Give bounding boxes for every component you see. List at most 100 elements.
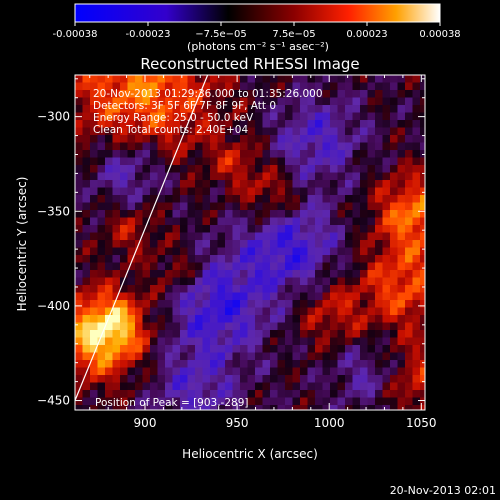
heatmap-cell bbox=[375, 82, 384, 91]
heatmap-cell bbox=[202, 375, 211, 384]
heatmap-cell bbox=[157, 240, 166, 249]
heatmap-cell bbox=[352, 217, 361, 226]
heatmap-cell bbox=[75, 270, 84, 279]
heatmap-cell bbox=[420, 262, 425, 271]
heatmap-cell bbox=[180, 225, 189, 234]
heatmap-cell bbox=[120, 330, 129, 339]
heatmap-cell bbox=[195, 262, 204, 271]
heatmap-cell bbox=[240, 202, 249, 211]
heatmap-cell bbox=[397, 345, 406, 354]
heatmap-cell bbox=[390, 397, 399, 406]
heatmap-cell bbox=[180, 135, 189, 144]
heatmap-cell bbox=[187, 187, 196, 196]
heatmap-cell bbox=[352, 225, 361, 234]
heatmap-cell bbox=[232, 322, 241, 331]
heatmap-cell bbox=[97, 405, 106, 410]
heatmap-cell bbox=[352, 345, 361, 354]
heatmap-cell bbox=[202, 352, 211, 361]
heatmap-cell bbox=[315, 150, 324, 159]
heatmap-cell bbox=[367, 382, 376, 391]
heatmap-cell bbox=[375, 277, 384, 286]
heatmap-cell bbox=[405, 180, 414, 189]
heatmap-cell bbox=[180, 382, 189, 391]
heatmap-cell bbox=[202, 270, 211, 279]
info-line: Energy Range: 25.0 - 50.0 keV bbox=[93, 112, 254, 124]
heatmap-cell bbox=[127, 292, 136, 301]
heatmap-cell bbox=[270, 217, 279, 226]
heatmap-cell bbox=[382, 180, 391, 189]
heatmap-cell bbox=[390, 120, 399, 129]
heatmap-cell bbox=[397, 300, 406, 309]
heatmap-cell bbox=[187, 330, 196, 339]
heatmap-cell bbox=[90, 112, 99, 121]
heatmap-cell bbox=[187, 232, 196, 241]
heatmap-cell bbox=[315, 352, 324, 361]
heatmap-cell bbox=[82, 202, 91, 211]
heatmap-cell bbox=[300, 337, 309, 346]
heatmap-cell bbox=[247, 270, 256, 279]
heatmap-cell bbox=[225, 82, 234, 91]
heatmap-cell bbox=[382, 165, 391, 174]
heatmap-cell bbox=[345, 97, 354, 106]
heatmap-cell bbox=[360, 285, 369, 294]
heatmap-cell bbox=[412, 127, 421, 136]
heatmap-cell bbox=[150, 105, 159, 114]
heatmap-cell bbox=[240, 337, 249, 346]
heatmap-cell bbox=[135, 217, 144, 226]
heatmap-cell bbox=[187, 345, 196, 354]
heatmap-cell bbox=[412, 112, 421, 121]
heatmap-cell bbox=[232, 330, 241, 339]
heatmap-cell bbox=[240, 382, 249, 391]
heatmap-cell bbox=[202, 255, 211, 264]
heatmap-cell bbox=[217, 240, 226, 249]
heatmap-cell bbox=[330, 292, 339, 301]
heatmap-cell bbox=[232, 382, 241, 391]
heatmap-cell bbox=[225, 187, 234, 196]
colorbar-tick-label: -0.00023 bbox=[126, 29, 171, 40]
heatmap-cell bbox=[142, 315, 151, 324]
heatmap-cell bbox=[367, 127, 376, 136]
heatmap-cell bbox=[112, 405, 121, 410]
heatmap-cell bbox=[112, 217, 121, 226]
heatmap-cell bbox=[210, 225, 219, 234]
heatmap-cell bbox=[337, 382, 346, 391]
heatmap-cell bbox=[292, 240, 301, 249]
heatmap-cell bbox=[300, 90, 309, 99]
heatmap-cell bbox=[120, 180, 129, 189]
heatmap-cell bbox=[217, 172, 226, 181]
heatmap-cell bbox=[232, 277, 241, 286]
heatmap-cell bbox=[165, 367, 174, 376]
heatmap-cell bbox=[330, 247, 339, 256]
heatmap-cell bbox=[412, 165, 421, 174]
heatmap-cell bbox=[232, 75, 241, 84]
heatmap-cell bbox=[172, 337, 181, 346]
heatmap-cell bbox=[217, 82, 226, 91]
heatmap-cell bbox=[315, 157, 324, 166]
heatmap-cell bbox=[217, 142, 226, 151]
heatmap-cell bbox=[150, 352, 159, 361]
heatmap-cell bbox=[202, 225, 211, 234]
heatmap-cell bbox=[112, 180, 121, 189]
heatmap-cell bbox=[277, 367, 286, 376]
heatmap-cell bbox=[262, 172, 271, 181]
heatmap-cell bbox=[240, 277, 249, 286]
heatmap-cell bbox=[405, 277, 414, 286]
heatmap-cell bbox=[270, 157, 279, 166]
heatmap-cell bbox=[277, 270, 286, 279]
heatmap-cell bbox=[307, 307, 316, 316]
heatmap-cell bbox=[412, 172, 421, 181]
heatmap-cell bbox=[405, 307, 414, 316]
heatmap-cell bbox=[97, 390, 106, 399]
heatmap-cell bbox=[210, 315, 219, 324]
heatmap-cell bbox=[150, 405, 159, 410]
heatmap-cell bbox=[120, 270, 129, 279]
heatmap-cell bbox=[420, 180, 425, 189]
heatmap-cell bbox=[405, 225, 414, 234]
heatmap-cell bbox=[187, 150, 196, 159]
heatmap-cell bbox=[232, 105, 241, 114]
plot-frame bbox=[74, 74, 426, 411]
heatmap-cell bbox=[352, 195, 361, 204]
heatmap-cell bbox=[142, 225, 151, 234]
heatmap-cell bbox=[97, 337, 106, 346]
heatmap-cell bbox=[322, 337, 331, 346]
